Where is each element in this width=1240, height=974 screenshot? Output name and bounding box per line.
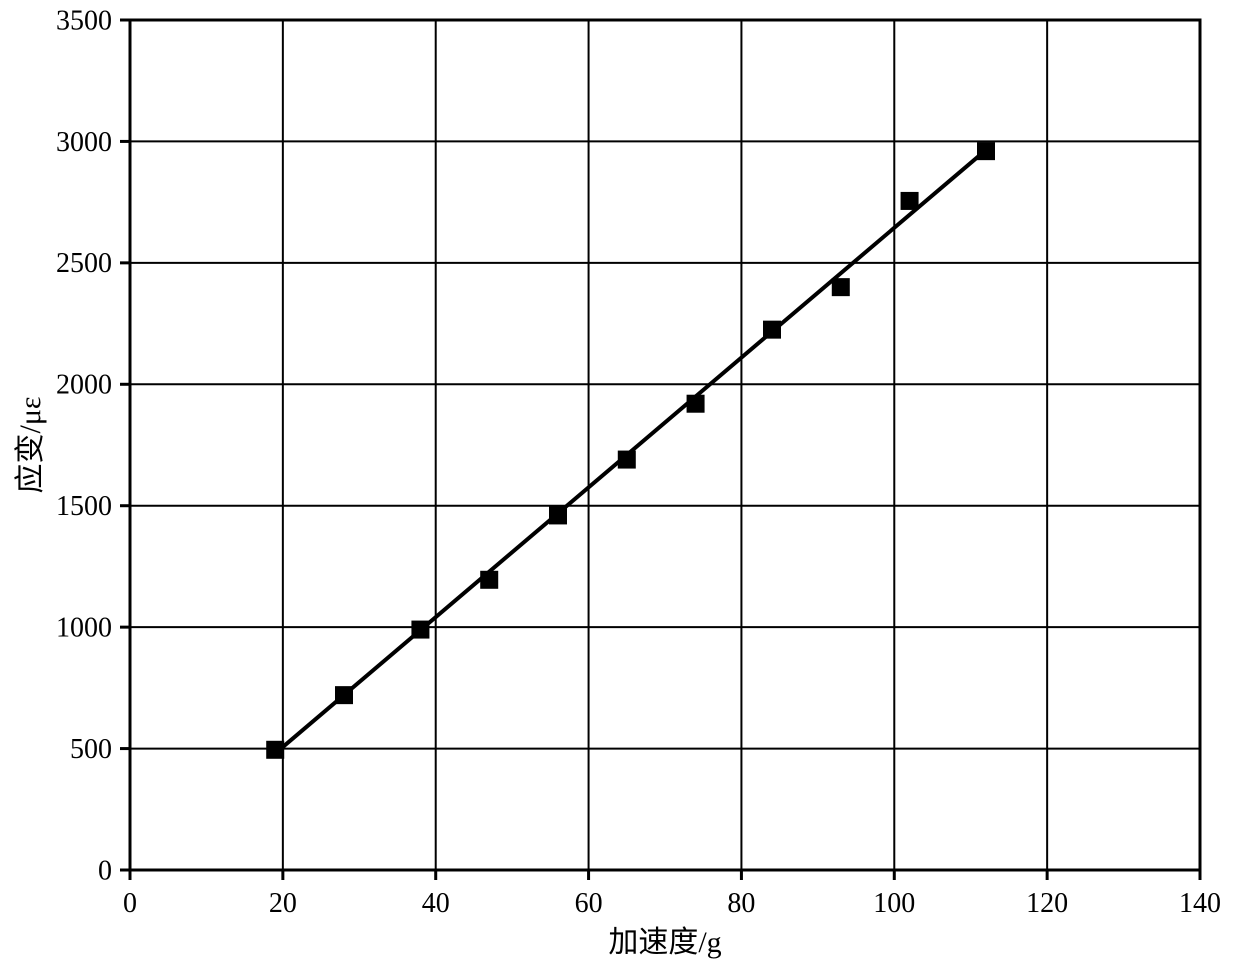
- y-tick-label: 500: [70, 734, 112, 765]
- y-tick-label: 2000: [56, 370, 112, 401]
- chart-container: 0 20 40 60 80 100 120 140 0 500 1000 1500 2000 2500 30…: [0, 0, 1240, 974]
- x-tick-label: 60: [575, 888, 603, 919]
- data-point: [832, 278, 850, 296]
- data-point: [763, 321, 781, 339]
- y-tick-label: 0: [98, 855, 112, 886]
- data-point: [901, 192, 919, 210]
- x-tick-label: 100: [873, 888, 915, 919]
- data-point: [411, 621, 429, 639]
- y-tick-label: 3000: [56, 127, 112, 158]
- y-axis-label: 应变/με: [14, 396, 47, 493]
- x-tick-label: 20: [269, 888, 297, 919]
- data-point: [549, 506, 567, 524]
- y-tick-label: 2500: [56, 248, 112, 279]
- data-point: [687, 395, 705, 413]
- data-point: [266, 741, 284, 759]
- data-point: [618, 451, 636, 469]
- chart-background: [0, 0, 1240, 974]
- y-tick-label: 1500: [56, 491, 112, 522]
- data-point: [977, 142, 995, 160]
- scatter-chart: 0 20 40 60 80 100 120 140 0 500 1000 1500 2000 2500 30…: [0, 0, 1240, 974]
- x-tick-label: 80: [727, 888, 755, 919]
- y-tick-label: 1000: [56, 612, 112, 643]
- x-tick-label: 140: [1179, 888, 1221, 919]
- x-tick-label: 40: [422, 888, 450, 919]
- x-tick-label: 0: [123, 888, 137, 919]
- y-tick-label: 3500: [56, 5, 112, 36]
- x-axis-label: 加速度/g: [608, 926, 721, 959]
- x-tick-label: 120: [1026, 888, 1068, 919]
- data-point: [335, 686, 353, 704]
- data-point: [480, 571, 498, 589]
